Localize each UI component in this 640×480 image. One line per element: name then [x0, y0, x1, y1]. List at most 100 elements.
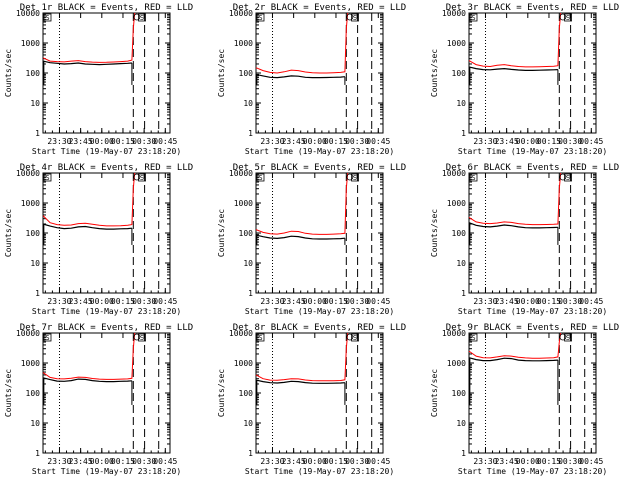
- saa-label: S: [45, 334, 49, 342]
- y-tick-label: 1000: [234, 199, 253, 208]
- spike-loop-marker: [346, 333, 354, 341]
- y-tick-label: 10000: [16, 169, 40, 178]
- y-tick-label: 1000: [234, 39, 253, 48]
- x-tick-label: 00:30: [558, 457, 582, 466]
- saa-label: S: [258, 14, 262, 22]
- y-tick-label: 100: [26, 69, 41, 78]
- x-tick-label: 00:00: [516, 297, 540, 306]
- x-tick-label: 23:45: [69, 137, 93, 146]
- series-line-lld: [255, 332, 349, 382]
- y-tick-label: 10000: [229, 9, 253, 18]
- y-tick-label: 10000: [229, 329, 253, 338]
- series-line-lld: [42, 172, 136, 227]
- saa-label: S: [353, 14, 357, 22]
- saa-label: S: [258, 334, 262, 342]
- y-tick-label: 10000: [16, 9, 40, 18]
- x-tick-label: 00:30: [345, 457, 369, 466]
- x-tick-label: 23:30: [260, 137, 284, 146]
- saa-label-box: [138, 333, 146, 342]
- x-tick-label: 23:45: [495, 137, 519, 146]
- series-line-events: [468, 66, 558, 72]
- x-tick-label: 00:15: [324, 457, 348, 466]
- series-line-lld: [42, 12, 136, 63]
- x-tick-label: 23:30: [473, 457, 497, 466]
- x-tick-label: 23:30: [47, 457, 71, 466]
- series-line-events: [42, 223, 132, 230]
- detector-panel-8: Det 8r BLACK = Events, RED = LLD Counts/s…: [217, 323, 406, 476]
- x-tick-label: 00:45: [366, 297, 390, 306]
- x-tick-label: 00:00: [90, 457, 114, 466]
- x-tick-label: 00:00: [90, 297, 114, 306]
- x-tick-label: 00:45: [366, 457, 390, 466]
- x-tick-label: 00:00: [303, 297, 327, 306]
- panel-title: Det 9r BLACK = Events, RED = LLD: [446, 323, 619, 333]
- y-axis-label: Counts/sec: [217, 49, 226, 97]
- y-tick-label: 10: [456, 99, 466, 108]
- plot-frame: [42, 172, 171, 294]
- x-tick-label: 00:00: [516, 137, 540, 146]
- plot-frame: [468, 332, 597, 454]
- y-axis-label: Counts/sec: [430, 209, 439, 257]
- x-tick-label: 00:30: [132, 137, 156, 146]
- y-tick-label: 1: [248, 129, 253, 138]
- saa-label-box: [256, 173, 265, 182]
- series-line-events: [468, 222, 558, 229]
- y-tick-label: 10000: [16, 329, 40, 338]
- x-tick-label: 00:45: [579, 297, 603, 306]
- x-tick-label: 00:30: [132, 297, 156, 306]
- y-tick-label: 1: [35, 449, 40, 458]
- detector-panel-6: Det 6r BLACK = Events, RED = LLD Counts/s…: [430, 163, 619, 316]
- saa-label: S: [140, 174, 144, 182]
- saa-label-box: [43, 13, 52, 22]
- spike-loop-marker: [559, 333, 567, 341]
- y-tick-label: 10: [30, 259, 40, 268]
- y-tick-label: 10000: [442, 329, 466, 338]
- y-axis-label: Counts/sec: [430, 49, 439, 97]
- x-tick-label: 23:45: [69, 297, 93, 306]
- y-tick-label: 10000: [442, 169, 466, 178]
- saa-label: S: [45, 174, 49, 182]
- y-tick-label: 10: [30, 99, 40, 108]
- y-tick-label: 1: [461, 449, 466, 458]
- saa-label-box: [138, 173, 146, 182]
- panel-title: Det 8r BLACK = Events, RED = LLD: [233, 323, 406, 333]
- saa-label-box: [469, 173, 478, 182]
- y-tick-label: 100: [452, 229, 467, 238]
- y-tick-label: 10000: [442, 9, 466, 18]
- x-tick-label: 00:00: [303, 137, 327, 146]
- saa-label-box: [564, 173, 572, 182]
- x-tick-label: 00:45: [366, 137, 390, 146]
- x-tick-label: 23:30: [47, 137, 71, 146]
- y-tick-label: 100: [26, 389, 41, 398]
- y-axis-label: Counts/sec: [217, 209, 226, 257]
- y-tick-label: 100: [239, 69, 254, 78]
- y-tick-label: 100: [452, 389, 467, 398]
- y-axis-label: Counts/sec: [217, 369, 226, 417]
- x-axis-label: Start Time (19-May-07 23:18:20): [32, 147, 181, 156]
- x-tick-label: 23:45: [495, 297, 519, 306]
- y-tick-label: 100: [26, 229, 41, 238]
- y-tick-label: 1000: [447, 199, 466, 208]
- saa-label: S: [140, 334, 144, 342]
- x-tick-label: 00:30: [345, 137, 369, 146]
- panel-title: Det 5r BLACK = Events, RED = LLD: [233, 163, 406, 173]
- y-axis-label: Counts/sec: [4, 49, 13, 97]
- x-tick-label: 00:30: [132, 457, 156, 466]
- saa-label: S: [566, 334, 570, 342]
- x-axis-label: Start Time (19-May-07 23:18:20): [458, 307, 607, 316]
- x-tick-label: 00:45: [153, 457, 177, 466]
- y-tick-label: 10: [30, 419, 40, 428]
- saa-label: S: [45, 14, 49, 22]
- series-line-events: [468, 357, 558, 362]
- series-line-lld: [468, 12, 562, 68]
- y-tick-label: 100: [239, 229, 254, 238]
- series-line-lld: [468, 172, 562, 226]
- y-tick-label: 1: [35, 289, 40, 298]
- x-tick-label: 00:15: [324, 297, 348, 306]
- series-line-events: [42, 377, 132, 383]
- series-line-lld: [42, 332, 136, 380]
- y-tick-label: 1: [248, 289, 253, 298]
- x-tick-label: 00:45: [579, 137, 603, 146]
- x-tick-label: 00:30: [558, 297, 582, 306]
